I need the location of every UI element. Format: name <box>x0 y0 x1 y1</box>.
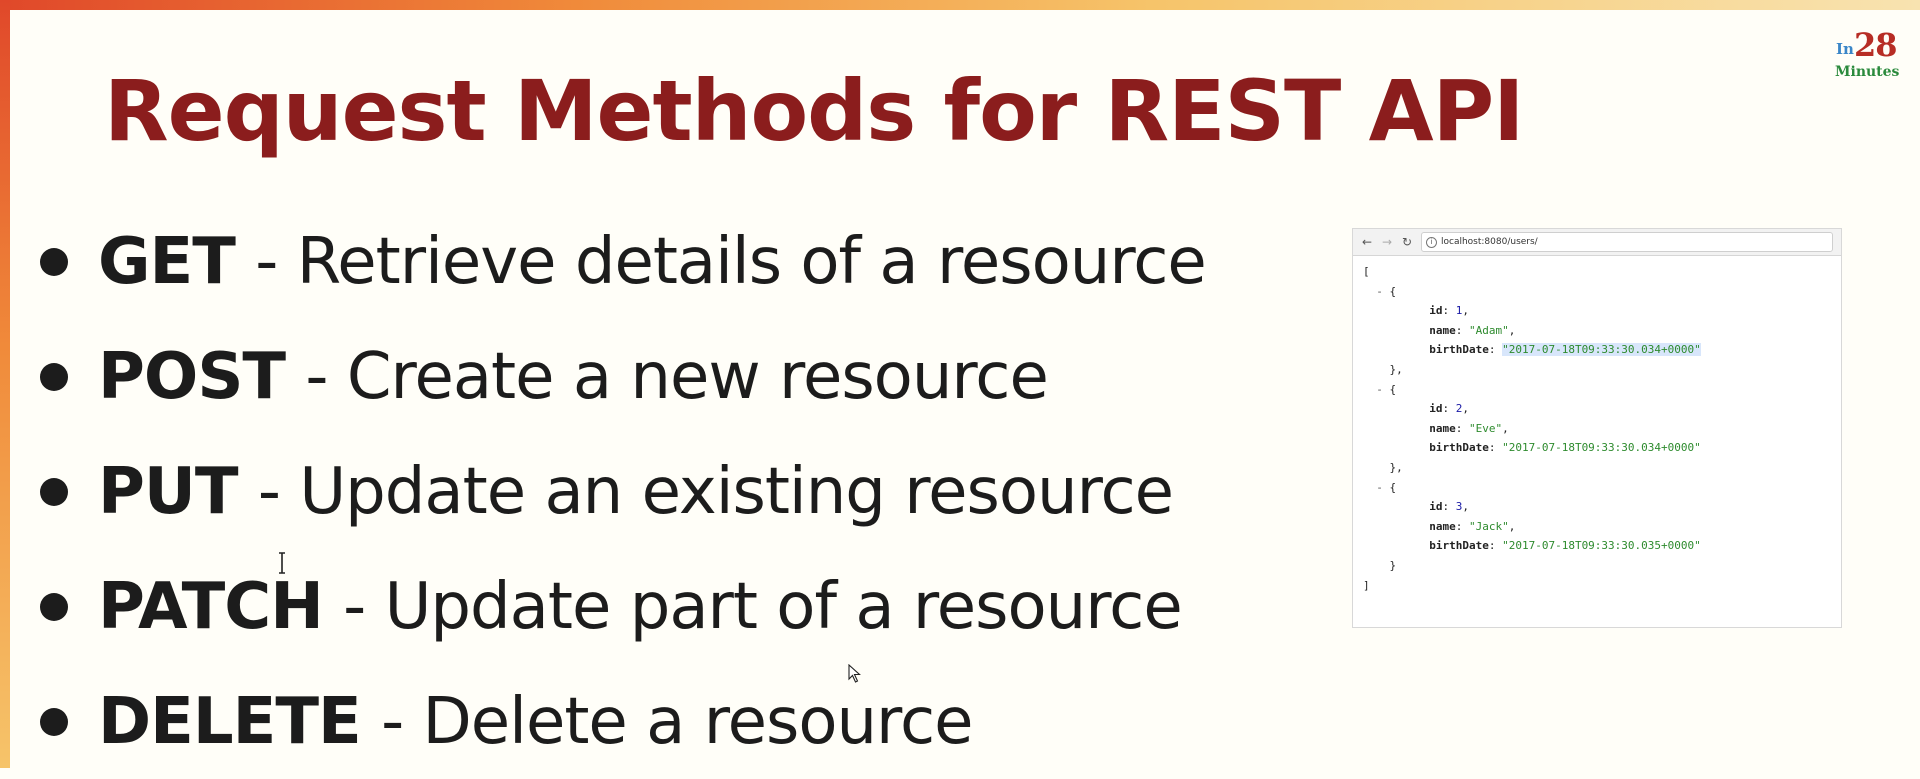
method-description: - Update an existing resource <box>257 454 1174 529</box>
method-list: GET - Retrieve details of a resource POS… <box>40 204 1207 779</box>
json-line-id: id: 2, <box>1429 402 1469 416</box>
method-item-post: POST - Create a new resource <box>40 319 1206 434</box>
json-line-birthdate: birthDate: "2017-07-18T09:33:30.034+0000… <box>1429 343 1701 357</box>
logo-prefix: In <box>1836 40 1854 58</box>
collapse-toggle[interactable]: - <box>1363 382 1390 396</box>
bullet-icon <box>40 592 68 621</box>
address-bar[interactable]: i localhost:8080/users/ <box>1421 232 1833 252</box>
back-arrow-icon[interactable]: ← <box>1361 235 1373 249</box>
browser-toolbar: ← → ↻ i localhost:8080/users/ <box>1353 229 1841 256</box>
url-text: localhost:8080/users/ <box>1441 237 1538 247</box>
method-name: GET <box>98 224 236 299</box>
text-cursor-icon <box>279 552 285 574</box>
method-item-get: GET - Retrieve details of a resource <box>40 204 1207 319</box>
method-name: POST <box>98 339 286 414</box>
bullet-icon <box>40 707 68 736</box>
collapse-toggle[interactable]: - <box>1363 480 1390 494</box>
bullet-icon <box>40 247 68 276</box>
method-item-delete: DELETE - Delete a resource <box>40 664 1206 779</box>
logo-suffix: Minutes <box>1835 64 1900 80</box>
method-description: - Retrieve details of a resource <box>255 224 1207 299</box>
method-name: DELETE <box>98 684 362 759</box>
browser-screenshot: ← → ↻ i localhost:8080/users/ [ - { id: … <box>1352 228 1842 628</box>
method-description: - Delete a resource <box>381 684 973 759</box>
selected-text: "2017-07-18T09:33:30.034+0000" <box>1502 343 1701 357</box>
json-line-name: name: "Jack", <box>1429 519 1516 533</box>
collapse-toggle[interactable]: - <box>1363 284 1390 298</box>
slide-border-top <box>0 0 1920 10</box>
json-object-open: - { <box>1363 480 1397 494</box>
json-line-id: id: 1, <box>1429 304 1469 318</box>
method-item-patch: PATCH - Update part of a resource <box>40 549 1206 664</box>
json-object-open: - { <box>1363 382 1397 396</box>
json-line-birthdate: birthDate: "2017-07-18T09:33:30.035+0000… <box>1429 539 1701 553</box>
bullet-icon <box>40 477 68 506</box>
json-object-close: }, <box>1363 362 1403 376</box>
json-line-id: id: 3, <box>1429 500 1469 514</box>
json-line-name: name: "Adam", <box>1429 323 1516 337</box>
json-line-name: name: "Eve", <box>1429 421 1509 435</box>
method-name: PUT <box>98 454 239 529</box>
bullet-icon <box>40 362 68 391</box>
json-line-birthdate: birthDate: "2017-07-18T09:33:30.034+0000… <box>1429 441 1701 455</box>
method-description: - Update part of a resource <box>343 569 1183 644</box>
logo-number: 28 <box>1854 26 1898 64</box>
method-description: - Create a new resource <box>305 339 1048 414</box>
json-object-open: - { <box>1363 284 1397 298</box>
slide-title: Request Methods for REST API <box>104 62 1524 160</box>
info-icon[interactable]: i <box>1426 236 1437 248</box>
json-viewer: [ - { id: 1, name: "Adam", birthDate: "2… <box>1353 256 1841 601</box>
json-object-close: } <box>1363 558 1397 572</box>
method-name: PATCH <box>98 569 324 644</box>
json-open-bracket: [ <box>1363 265 1370 278</box>
reload-icon[interactable]: ↻ <box>1401 235 1413 249</box>
in28minutes-logo: In 28 Minutes <box>1830 24 1910 84</box>
slide-border-left <box>0 0 10 768</box>
mouse-pointer-icon <box>848 664 861 683</box>
method-item-put: PUT - Update an existing resource <box>40 434 1206 549</box>
json-object-close: }, <box>1363 460 1403 474</box>
forward-arrow-icon[interactable]: → <box>1381 235 1393 249</box>
json-close-bracket: ] <box>1363 578 1370 592</box>
